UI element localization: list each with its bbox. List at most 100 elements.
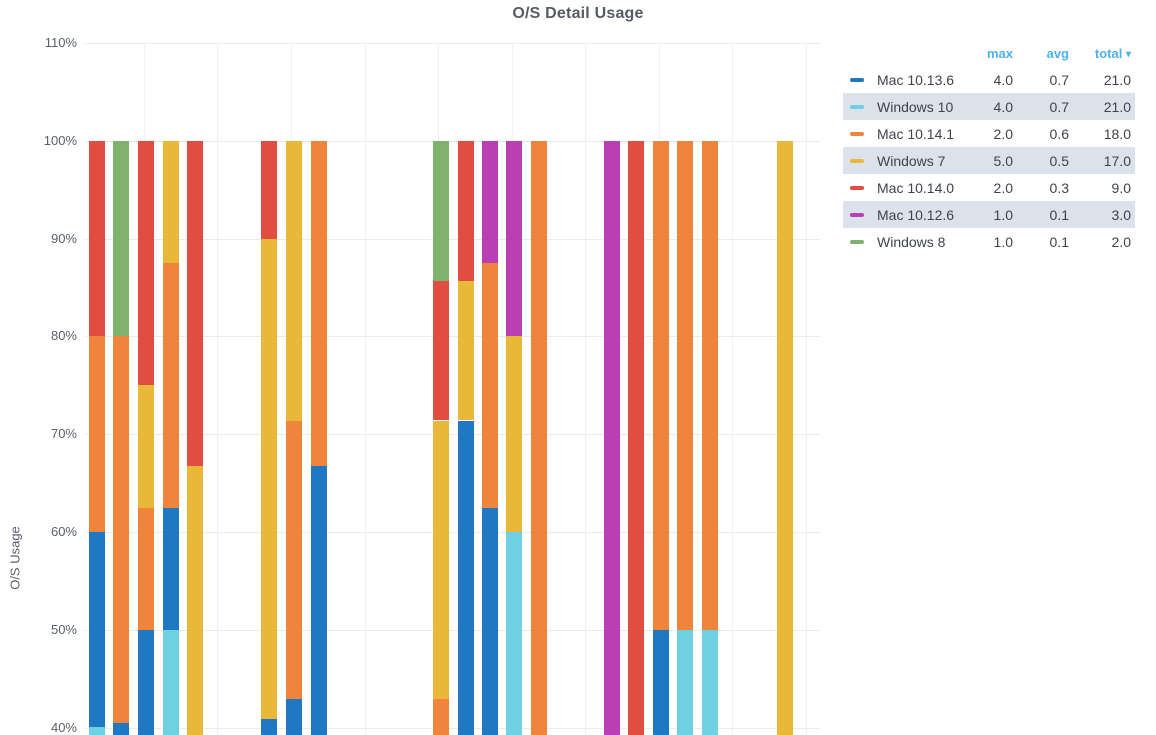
stacked-bar[interactable]	[260, 43, 277, 735]
legend-total-value: 17.0	[1103, 152, 1131, 169]
stacked-bar[interactable]	[652, 43, 669, 735]
bar-segment[interactable]	[506, 140, 522, 337]
stacked-bar[interactable]	[777, 43, 793, 735]
bar-segment[interactable]	[652, 140, 669, 630]
stacked-bar[interactable]	[286, 43, 302, 735]
h-gridline	[85, 532, 820, 533]
stacked-bar[interactable]	[677, 43, 693, 735]
legend-row[interactable]: Windows 10 4.0 0.7 21.0	[843, 93, 1135, 120]
bar-segment[interactable]	[113, 722, 129, 735]
bar-segment[interactable]	[88, 140, 105, 337]
stacked-bar[interactable]	[701, 43, 718, 735]
series-color-swatch[interactable]	[850, 77, 864, 82]
bar-segment[interactable]	[88, 336, 105, 532]
stacked-bar[interactable]	[162, 43, 179, 735]
bar-segment[interactable]	[187, 466, 203, 735]
bar-segment[interactable]	[137, 140, 154, 386]
bar-segment[interactable]	[113, 140, 129, 337]
legend-row[interactable]: Mac 10.14.1 2.0 0.6 18.0	[843, 120, 1135, 147]
v-gridline	[364, 43, 366, 735]
bar-segment[interactable]	[652, 629, 669, 735]
legend-header-total[interactable]: total ▾	[1073, 46, 1135, 61]
bar-segment[interactable]	[260, 718, 277, 735]
legend-row[interactable]: Mac 10.12.6 1.0 0.1 3.0	[843, 201, 1135, 228]
stacked-bar[interactable]	[457, 43, 474, 735]
bar-segment[interactable]	[162, 140, 179, 264]
legend-avg-value: 0.1	[1049, 233, 1069, 250]
bar-segment[interactable]	[88, 726, 105, 735]
sort-desc-icon: ▾	[1125, 48, 1131, 60]
bar-segment[interactable]	[162, 263, 179, 508]
bar-segment[interactable]	[162, 629, 179, 735]
stacked-bar[interactable]	[482, 43, 498, 735]
bar-segment[interactable]	[286, 140, 302, 421]
series-name[interactable]: Windows 8	[877, 233, 946, 250]
bar-segment[interactable]	[701, 140, 718, 630]
legend-header-avg[interactable]: avg	[1046, 45, 1069, 61]
stacked-bar[interactable]	[628, 43, 644, 735]
bar-segment[interactable]	[506, 532, 522, 735]
series-color-swatch[interactable]	[850, 131, 864, 136]
bar-segment[interactable]	[433, 699, 449, 735]
bar-segment[interactable]	[482, 140, 498, 264]
bar-segment[interactable]	[187, 140, 203, 467]
bar-segment[interactable]	[137, 507, 154, 630]
bar-segment[interactable]	[777, 140, 793, 735]
series-name[interactable]: Windows 10	[877, 98, 954, 115]
stacked-bar[interactable]	[311, 43, 327, 735]
legend-row[interactable]: Windows 8 1.0 0.1 2.0	[843, 228, 1135, 255]
bar-segment[interactable]	[260, 140, 277, 239]
stacked-bar[interactable]	[113, 43, 129, 735]
bar-segment[interactable]	[701, 629, 718, 735]
legend-row[interactable]: Mac 10.14.0 2.0 0.3 9.0	[843, 174, 1135, 201]
legend-avg-value: 0.7	[1049, 98, 1069, 115]
bar-segment[interactable]	[530, 140, 547, 735]
bar-segment[interactable]	[433, 420, 449, 700]
bar-segment[interactable]	[113, 336, 129, 723]
legend-table: max avg total ▾ Mac 10.13.6 4.0 0.7 21.0 Win…	[843, 40, 1135, 255]
bar-segment[interactable]	[677, 629, 693, 735]
legend-row[interactable]: Windows 7 5.0 0.5 17.0	[843, 147, 1135, 174]
series-color-swatch[interactable]	[850, 239, 864, 244]
bar-segment[interactable]	[88, 532, 105, 727]
bar-segment[interactable]	[137, 385, 154, 508]
h-gridline	[85, 336, 820, 338]
stacked-bar[interactable]	[88, 43, 105, 735]
bar-segment[interactable]	[162, 507, 179, 630]
series-name[interactable]: Mac 10.14.0	[877, 179, 955, 196]
series-color-swatch[interactable]	[850, 185, 864, 190]
v-gridline	[732, 43, 733, 735]
bar-segment[interactable]	[506, 336, 522, 532]
stacked-bar[interactable]	[506, 43, 522, 735]
bar-segment[interactable]	[603, 140, 620, 735]
series-color-swatch[interactable]	[850, 212, 864, 217]
bar-segment[interactable]	[286, 699, 302, 735]
bar-segment[interactable]	[457, 280, 474, 421]
bar-segment[interactable]	[433, 140, 449, 281]
series-name[interactable]: Windows 7	[877, 152, 946, 169]
stacked-bar[interactable]	[187, 43, 203, 735]
series-name[interactable]: Mac 10.12.6	[877, 206, 955, 223]
series-color-swatch[interactable]	[850, 104, 864, 109]
bar-segment[interactable]	[482, 263, 498, 508]
series-color-swatch[interactable]	[850, 158, 864, 163]
stacked-bar[interactable]	[603, 43, 620, 735]
bar-segment[interactable]	[311, 466, 327, 735]
bar-segment[interactable]	[311, 140, 327, 467]
bar-segment[interactable]	[482, 507, 498, 735]
stacked-bar[interactable]	[433, 43, 449, 735]
bar-segment[interactable]	[457, 420, 474, 735]
bar-segment[interactable]	[286, 420, 302, 700]
bar-segment[interactable]	[677, 140, 693, 630]
stacked-bar[interactable]	[137, 43, 154, 735]
series-name[interactable]: Mac 10.13.6	[877, 71, 955, 88]
bar-segment[interactable]	[628, 140, 644, 735]
bar-segment[interactable]	[137, 629, 154, 735]
bar-segment[interactable]	[457, 140, 474, 281]
legend-row[interactable]: Mac 10.13.6 4.0 0.7 21.0	[843, 66, 1135, 93]
series-name[interactable]: Mac 10.14.1	[877, 125, 955, 142]
stacked-bar[interactable]	[530, 43, 547, 735]
legend-header-max[interactable]: max	[986, 45, 1013, 61]
bar-segment[interactable]	[260, 238, 277, 719]
bar-segment[interactable]	[433, 280, 449, 421]
